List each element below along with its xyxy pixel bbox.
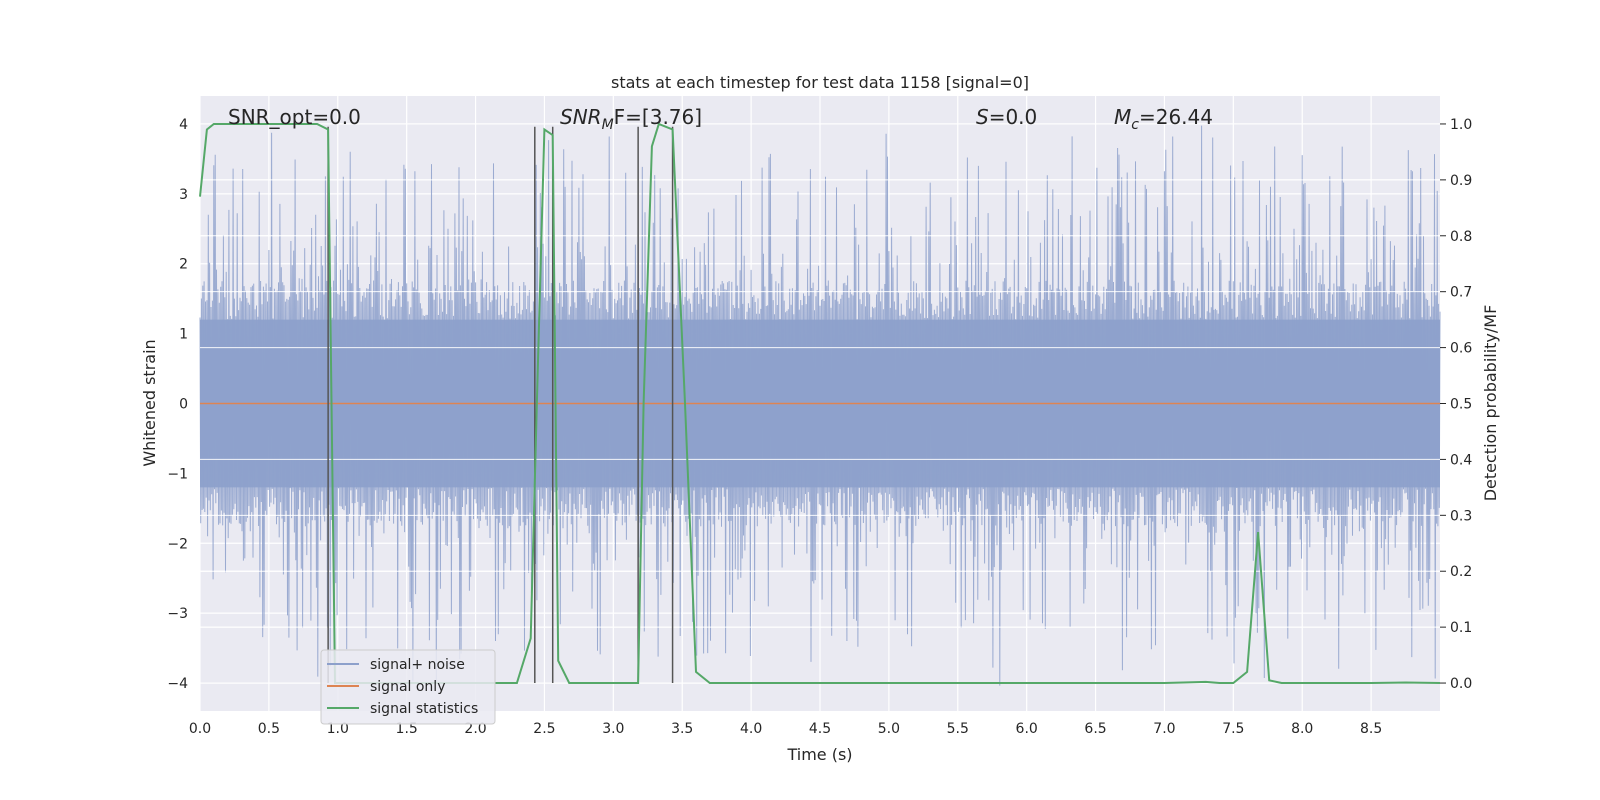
noise-trace bbox=[199, 125, 1441, 686]
y-left-tick-label: −2 bbox=[167, 536, 188, 552]
x-tick-label: 2.0 bbox=[464, 721, 486, 737]
mc-rest: =26.44 bbox=[1139, 105, 1213, 129]
annotation-s: S=0.0 bbox=[976, 105, 1037, 129]
y-right-tick-label: 0.2 bbox=[1450, 564, 1472, 580]
mc-sub: c bbox=[1131, 117, 1139, 133]
y-left-tick-label: 3 bbox=[179, 187, 188, 203]
y-right-tick-label: 0.9 bbox=[1450, 173, 1472, 189]
x-tick-label: 0.5 bbox=[258, 721, 280, 737]
y-left-tick-label: 4 bbox=[179, 117, 188, 133]
snr-mf-main: SNR bbox=[560, 105, 602, 129]
y-left-axis-label: Whitened strain bbox=[140, 339, 159, 466]
x-tick-label: 6.0 bbox=[1016, 721, 1038, 737]
x-tick-labels: 0.0 0.5 1.0 1.5 2.0 2.5 3.0 3.5 4.0 4.5 5.0 5.5 6.0 6… bbox=[189, 721, 1382, 737]
annotation-snr-mf: SNRMF=[3.76] bbox=[560, 105, 702, 133]
y-right-tick-label: 0.6 bbox=[1450, 341, 1472, 357]
x-tick-label: 7.5 bbox=[1222, 721, 1244, 737]
y-left-tick-label: −3 bbox=[167, 606, 188, 622]
legend-label-noise: signal+ noise bbox=[370, 657, 465, 673]
x-tick-label: 8.0 bbox=[1291, 721, 1313, 737]
x-tick-label: 3.5 bbox=[671, 721, 693, 737]
chart-title: stats at each timestep for test data 115… bbox=[611, 73, 1029, 92]
y-left-tick-label: 1 bbox=[179, 327, 188, 343]
x-tick-label: 2.5 bbox=[533, 721, 555, 737]
x-tick-label: 6.5 bbox=[1084, 721, 1106, 737]
y-right-tick-label: 1.0 bbox=[1450, 117, 1472, 133]
y-right-tick-label: 0.5 bbox=[1450, 397, 1472, 413]
x-axis-label: Time (s) bbox=[786, 745, 852, 764]
y-right-tick-label: 0.4 bbox=[1450, 452, 1472, 468]
y-right-tick-labels: 1.0 0.9 0.8 0.7 0.6 0.5 0.4 0.3 0.2 0.1 0.0 bbox=[1440, 117, 1472, 692]
legend: signal+ noise signal only signal statist… bbox=[320, 649, 496, 725]
y-right-tick-label: 0.8 bbox=[1450, 229, 1472, 245]
x-tick-label: 1.0 bbox=[327, 721, 349, 737]
x-tick-label: 5.0 bbox=[878, 721, 900, 737]
legend-label-statistics: signal statistics bbox=[370, 701, 478, 717]
x-tick-label: 3.0 bbox=[602, 721, 624, 737]
y-right-tick-label: 0.0 bbox=[1450, 676, 1472, 692]
snr-mf-rest: F=[3.76] bbox=[614, 105, 702, 129]
x-tick-label: 8.5 bbox=[1360, 721, 1382, 737]
y-left-tick-label: −1 bbox=[167, 466, 188, 482]
y-right-axis-label: Detection probability/MF bbox=[1481, 305, 1500, 502]
legend-label-signal-only: signal only bbox=[370, 679, 445, 695]
y-left-tick-label: −4 bbox=[167, 676, 188, 692]
x-tick-label: 7.0 bbox=[1153, 721, 1175, 737]
snr-mf-sub: M bbox=[602, 117, 614, 133]
annotation-snr-opt: SNR_opt=0.0 bbox=[228, 105, 361, 129]
y-right-tick-label: 0.3 bbox=[1450, 508, 1472, 524]
mc-main: M bbox=[1114, 105, 1131, 129]
x-tick-label: 0.0 bbox=[189, 721, 211, 737]
s-rest: =0.0 bbox=[989, 105, 1038, 129]
x-tick-label: 5.5 bbox=[947, 721, 969, 737]
y-left-tick-label: 2 bbox=[179, 257, 188, 273]
legend-box bbox=[320, 649, 496, 725]
y-left-tick-label: 0 bbox=[179, 397, 188, 413]
y-right-tick-label: 0.7 bbox=[1450, 285, 1472, 301]
x-tick-label: 1.5 bbox=[396, 721, 418, 737]
annotation-mc: Mc=26.44 bbox=[1114, 105, 1213, 133]
s-main: S bbox=[976, 105, 989, 129]
y-left-tick-labels: 4 3 2 1 0 −1 −2 −3 −4 bbox=[167, 117, 188, 692]
y-right-tick-label: 0.1 bbox=[1450, 620, 1472, 636]
x-tick-label: 4.0 bbox=[740, 721, 762, 737]
series-signal-statistics bbox=[199, 122, 1441, 684]
x-tick-label: 4.5 bbox=[809, 721, 831, 737]
